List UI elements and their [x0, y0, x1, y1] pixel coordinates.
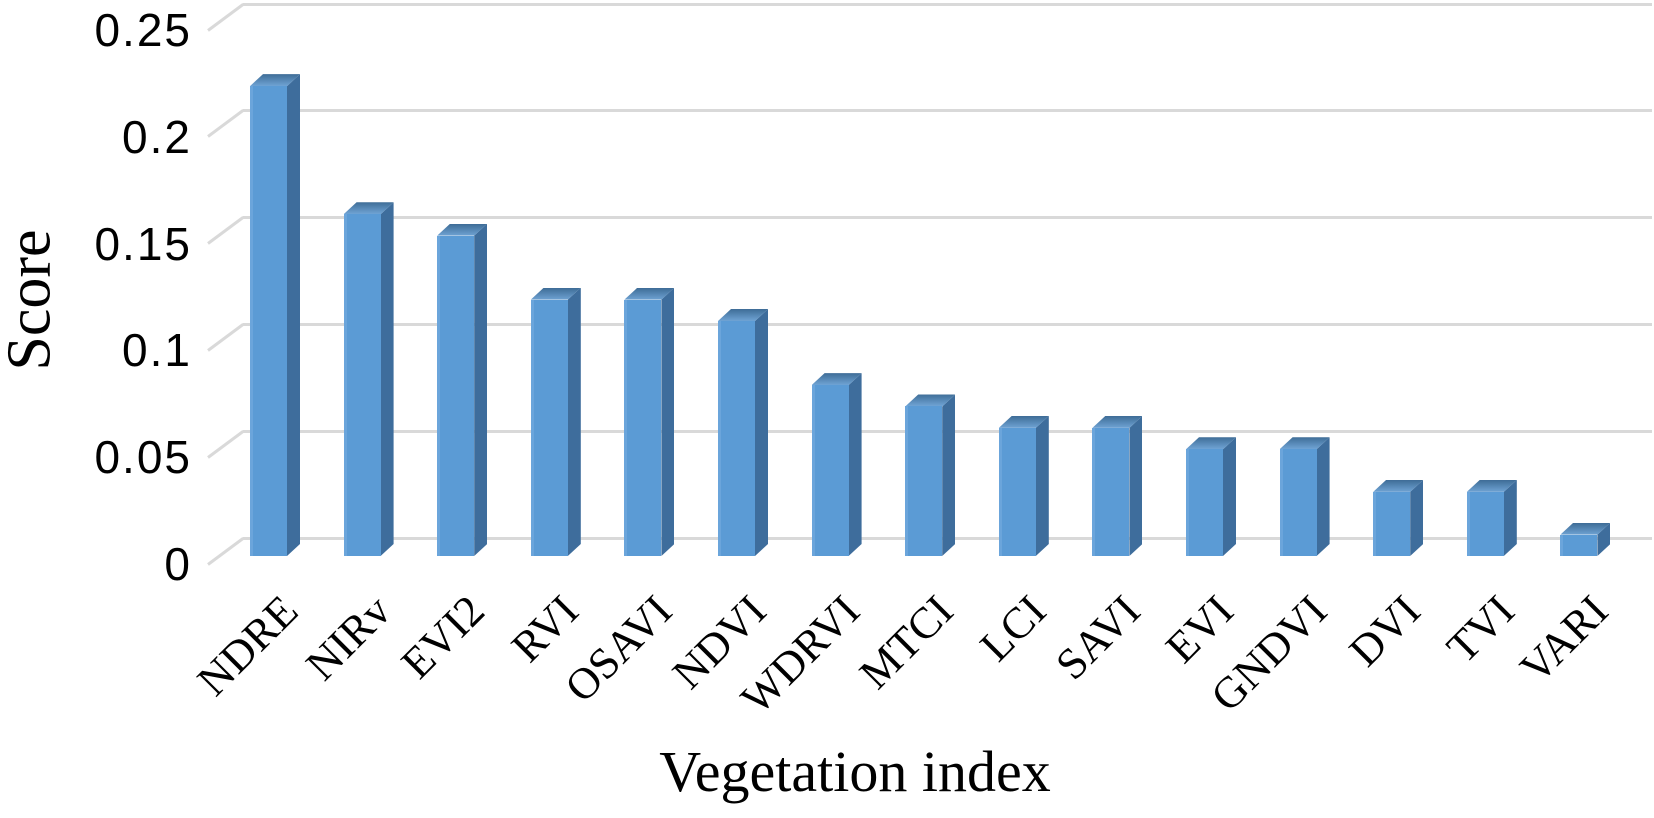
x-tick-label: VARI [1510, 585, 1618, 693]
bar-top-face [343, 202, 394, 215]
bar-side-face [1129, 415, 1143, 556]
bar-front-face [998, 427, 1036, 556]
bar-front-face [343, 214, 381, 556]
x-axis-title: Vegetation index [659, 739, 1051, 804]
bar-side-face [1223, 437, 1236, 556]
bar-top-face [718, 309, 768, 322]
bar-front-face [718, 321, 755, 556]
bar-top-face [811, 373, 862, 386]
y-tick-label: 0.25 [94, 4, 192, 56]
bar-top-face [624, 287, 675, 300]
bar-side-face [287, 74, 300, 556]
bar-front-face [1092, 427, 1130, 556]
x-tick-label: SAVI [1046, 585, 1150, 690]
bar-front-face [1560, 534, 1598, 556]
bar-side-face [567, 287, 581, 556]
bar-side-face [1410, 479, 1424, 556]
y-tick-label: 0.2 [122, 110, 192, 163]
bar-side-face [1035, 415, 1049, 556]
bar-top-face [998, 415, 1049, 428]
bar-front-face [250, 86, 287, 556]
y-tick-label: 0.15 [94, 217, 192, 270]
bar-front-face [1186, 449, 1223, 556]
x-tick-label: TVI [1437, 585, 1524, 673]
y-tick-label: 0 [164, 538, 192, 590]
bar-side-face [1503, 479, 1517, 556]
x-tick-label: OSAVI [555, 585, 682, 712]
bar-front-face [437, 235, 475, 556]
x-tick-label: EVI2 [392, 585, 495, 688]
bar-top-face [1373, 479, 1424, 492]
bar-front-face [1466, 491, 1504, 556]
bar-side-face [380, 202, 394, 556]
gridline [243, 216, 1652, 220]
gridline [243, 322, 1652, 326]
x-tick-label: NDRE [187, 585, 308, 706]
bar-front-face [811, 385, 849, 556]
bar-front-face [530, 299, 568, 556]
bar-top-face [437, 223, 488, 236]
gridline [243, 2, 1652, 6]
bar-side-face [474, 223, 488, 556]
bar-top-face [1279, 437, 1330, 450]
bar-side-face [848, 373, 862, 556]
bar-front-face [1373, 491, 1411, 556]
bar-top-face [530, 287, 581, 300]
bar-side-face [661, 287, 675, 556]
bar-top-face [905, 394, 956, 407]
gridline [243, 109, 1652, 113]
x-tick-label: NIRv [296, 585, 401, 690]
bar-front-face [624, 299, 662, 556]
bar-side-face [1316, 437, 1330, 556]
x-tick-label: LCI [971, 585, 1056, 671]
bar-side-face [755, 309, 768, 556]
bar-side-face [942, 394, 956, 556]
bar-top-face [1186, 437, 1236, 450]
y-axis-title: Score [0, 229, 64, 371]
x-tick-label: MTCI [849, 585, 963, 699]
bar-front-face [1279, 449, 1317, 556]
bar-top-face [250, 74, 300, 87]
y-tick-label: 0.1 [122, 324, 192, 377]
bar-front-face [905, 406, 943, 556]
bar-top-face [1092, 415, 1143, 428]
y-tick-label: 0.05 [94, 431, 192, 484]
bar-top-face [1466, 479, 1517, 492]
x-tick-label: DVI [1340, 585, 1431, 676]
bar-top-face [1560, 522, 1611, 535]
